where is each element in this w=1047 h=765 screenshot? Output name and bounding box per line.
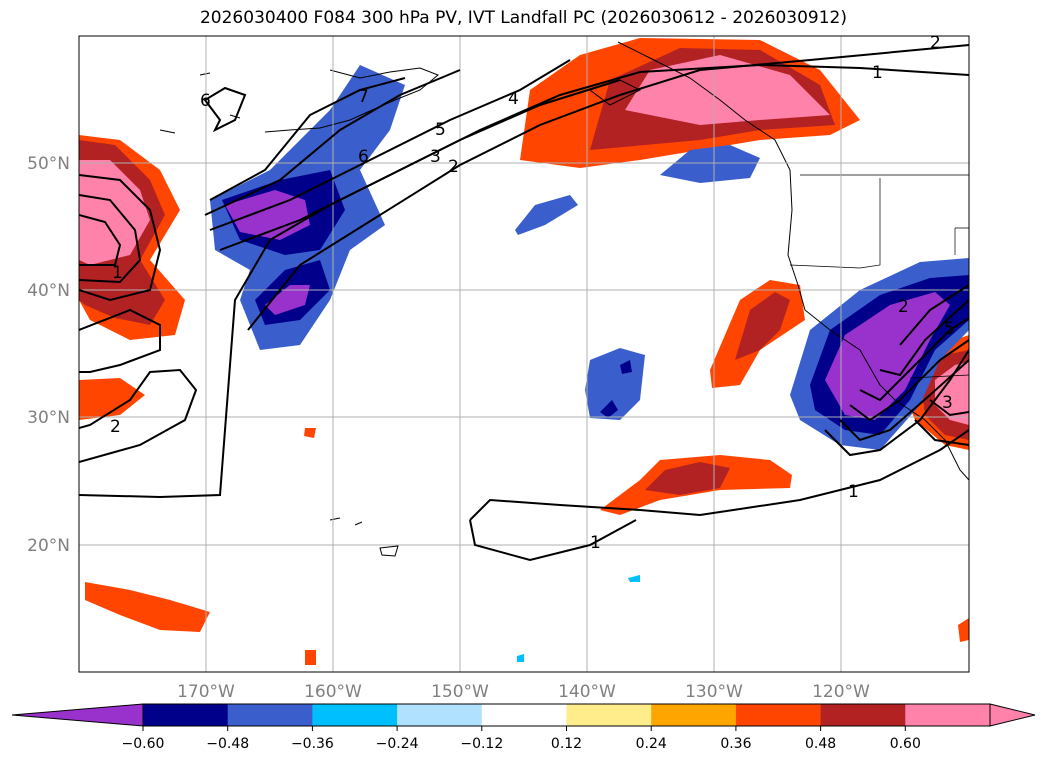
contour-label-7: 7 <box>358 87 369 107</box>
latitude-labels: 50°N 40°N 30°N 20°N <box>27 154 70 556</box>
contour-label-2-north: 2 <box>930 33 941 53</box>
lon-label-170w: 170°W <box>177 682 235 702</box>
contour-label-4: 4 <box>508 89 519 109</box>
contour-label-6-north: 6 <box>200 91 211 111</box>
map-title: 2026030400 F084 300 hPa PV, IVT Landfall… <box>199 8 847 28</box>
lon-label-130w: 130°W <box>685 682 743 702</box>
colorbar-segment <box>905 704 991 726</box>
lon-label-150w: 150°W <box>431 682 489 702</box>
lat-label-30n: 30°N <box>27 408 70 428</box>
contour-label-1-north: 1 <box>872 63 883 83</box>
contour-label-3-east: 3 <box>942 393 953 413</box>
lon-label-160w: 160°W <box>304 682 362 702</box>
colorbar-segment <box>820 704 906 726</box>
colorbar-tick-label: 0.24 <box>636 736 667 752</box>
contour-label-2: 2 <box>448 157 459 177</box>
colorbar-segment <box>566 704 652 726</box>
borders <box>789 174 969 379</box>
colorbar-segment <box>143 704 229 726</box>
ivt-contours <box>79 44 969 562</box>
contour-label-2-east: 2 <box>898 297 909 317</box>
contour-label-1-south: 1 <box>590 533 601 553</box>
colorbar-tick-label: 0.48 <box>805 736 836 752</box>
lat-label-40n: 40°N <box>27 281 70 301</box>
colorbar: −0.60 −0.48 −0.36 −0.24 −0.12 0.12 0.24 0.36 0.4… <box>11 703 1036 752</box>
colorbar-segment <box>312 704 398 726</box>
colorbar-tick-label: −0.60 <box>122 736 165 752</box>
colorbar-extend-max <box>989 703 1036 727</box>
colorbar-tick-label: 0.36 <box>720 736 751 752</box>
map-frame <box>78 35 970 673</box>
contour-label-3: 3 <box>430 147 441 167</box>
contour-label-6: 6 <box>358 147 369 167</box>
colorbar-tick-label: 0.60 <box>890 736 921 752</box>
gridlines <box>79 36 969 672</box>
colorbar-tick-label: −0.24 <box>376 736 419 752</box>
contour-label-2-west: 2 <box>110 417 121 437</box>
lat-label-20n: 20°N <box>27 536 70 556</box>
contour-label-1-west: 1 <box>112 263 123 283</box>
contour-label-1-east: 1 <box>848 482 859 502</box>
colorbar-segment <box>735 704 822 726</box>
colorbar-segment <box>481 704 567 726</box>
contour-labels: 2 1 6 7 6 3 2 5 4 1 2 1 1 2 5 3 <box>110 33 955 553</box>
longitude-labels: 170°W 160°W 150°W 140°W 130°W 120°W <box>177 682 870 702</box>
colorbar-tick-label: −0.36 <box>291 736 334 752</box>
colorbar-extend-min <box>11 703 144 727</box>
lat-label-50n: 50°N <box>27 154 70 174</box>
colorbar-segment <box>397 704 483 726</box>
colorbar-segment <box>651 704 737 726</box>
colorbar-tick-label: 0.12 <box>551 736 582 752</box>
colorbar-segment <box>227 704 313 726</box>
contour-label-5: 5 <box>435 120 446 140</box>
lon-label-140w: 140°W <box>558 682 616 702</box>
lon-label-120w: 120°W <box>812 682 870 702</box>
contour-label-5-east: 5 <box>944 319 955 339</box>
colorbar-tick-label: −0.12 <box>460 736 503 752</box>
colorbar-tick-label: −0.48 <box>206 736 249 752</box>
